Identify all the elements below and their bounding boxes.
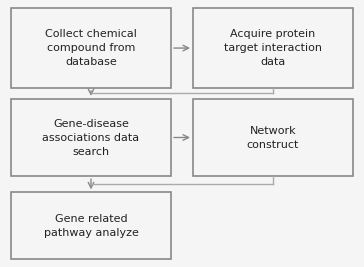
Bar xyxy=(11,192,171,259)
Text: Acquire protein
target interaction
data: Acquire protein target interaction data xyxy=(224,29,322,67)
Text: Gene-disease
associations data
search: Gene-disease associations data search xyxy=(43,119,139,156)
Text: Collect chemical
compound from
database: Collect chemical compound from database xyxy=(45,29,137,67)
Text: Gene related
pathway analyze: Gene related pathway analyze xyxy=(44,214,138,238)
Bar xyxy=(11,99,171,176)
Bar xyxy=(193,8,353,88)
Text: Network
construct: Network construct xyxy=(247,125,299,150)
Bar xyxy=(11,8,171,88)
Bar xyxy=(193,99,353,176)
